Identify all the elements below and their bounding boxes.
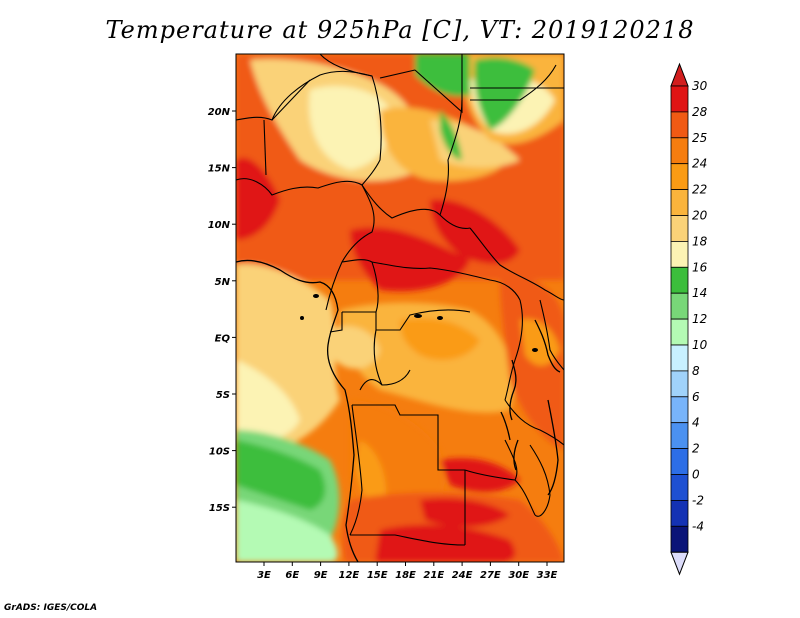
colorbar-swatch xyxy=(670,448,689,475)
colorbar-swatch xyxy=(670,370,689,398)
lat-label-15N: 15N xyxy=(208,164,231,175)
country-borders xyxy=(236,54,564,546)
lat-label-20N: 20N xyxy=(208,107,231,118)
colorbar-swatch xyxy=(670,137,689,165)
colorbar-label--4: -4 xyxy=(692,519,704,533)
colorbar-label-10: 10 xyxy=(692,338,708,352)
grads-credit: GrADS: IGES/COLA xyxy=(4,603,98,613)
colorbar-label-30: 30 xyxy=(692,79,708,93)
colorbar-label-16: 16 xyxy=(692,260,708,274)
coastlines-and-lakes xyxy=(236,259,561,562)
colorbar-label-2: 2 xyxy=(692,442,700,456)
map-frame xyxy=(235,53,565,563)
colorbar-label--2: -2 xyxy=(692,493,704,507)
colorbar-swatch xyxy=(670,292,689,320)
colorbar-swatch xyxy=(670,266,689,294)
lat-label-5N: 5N xyxy=(215,277,231,288)
colorbar-label-14: 14 xyxy=(692,286,707,300)
lon-label-27E: 27E xyxy=(480,570,501,581)
colorbar-swatch xyxy=(670,344,689,372)
map-title: Temperature at 925hPa [C], VT: 201912021… xyxy=(105,16,695,44)
temperature-field xyxy=(236,54,564,562)
latitude-labels: 20N 15N 10N 5N EQ 5S 10S 15S xyxy=(208,107,231,514)
colorbar-label-18: 18 xyxy=(692,234,708,248)
colorbar-swatch xyxy=(670,422,689,450)
colorbar-top-arrow xyxy=(670,62,689,87)
colorbar-label-28: 28 xyxy=(692,105,708,119)
colorbar-swatch xyxy=(670,215,689,242)
lon-label-30E: 30E xyxy=(508,570,529,581)
colorbar-label-4: 4 xyxy=(692,416,700,430)
longitude-labels: 3E 6E 9E 12E 15E 18E 21E 24E 27E 30E 33E xyxy=(257,570,557,581)
colorbar-swatch xyxy=(670,318,689,346)
lat-label-10S: 10S xyxy=(209,447,230,458)
colorbar-label-12: 12 xyxy=(692,312,707,326)
lat-label-10N: 10N xyxy=(208,220,231,231)
colorbar-swatch xyxy=(670,240,689,268)
lat-label-EQ: EQ xyxy=(215,333,231,344)
colorbar-label-20: 20 xyxy=(692,209,708,223)
islands xyxy=(300,294,538,352)
lon-label-9E: 9E xyxy=(314,570,328,581)
colorbar-swatch xyxy=(670,85,689,113)
colorbar-swatch xyxy=(670,189,689,216)
lon-label-3E: 3E xyxy=(257,570,271,581)
colorbar-label-22: 22 xyxy=(692,183,707,197)
lon-label-21E: 21E xyxy=(423,570,444,581)
colorbar-label-24: 24 xyxy=(692,157,707,171)
colorbar-swatch xyxy=(670,499,689,527)
colorbar-swatch xyxy=(670,111,689,139)
colorbar-swatch xyxy=(670,525,689,553)
colorbar-swatch xyxy=(670,474,689,501)
colorbar-label-6: 6 xyxy=(692,390,700,404)
lon-label-12E: 12E xyxy=(339,570,360,581)
axis-ticks xyxy=(232,110,548,566)
lon-label-6E: 6E xyxy=(285,570,299,581)
lon-label-33E: 33E xyxy=(537,570,558,581)
lon-label-24E: 24E xyxy=(452,570,473,581)
colorbar-label-25: 25 xyxy=(692,131,707,145)
colorbar-bottom-arrow xyxy=(670,551,689,576)
colorbar-swatch xyxy=(670,396,689,424)
colorbar-label-0: 0 xyxy=(692,468,700,482)
lat-label-15S: 15S xyxy=(209,503,230,514)
lat-label-5S: 5S xyxy=(216,390,230,401)
lon-label-15E: 15E xyxy=(367,570,388,581)
colorbar-label-8: 8 xyxy=(692,364,700,378)
colorbar-swatch xyxy=(670,163,689,190)
lon-label-18E: 18E xyxy=(395,570,416,581)
